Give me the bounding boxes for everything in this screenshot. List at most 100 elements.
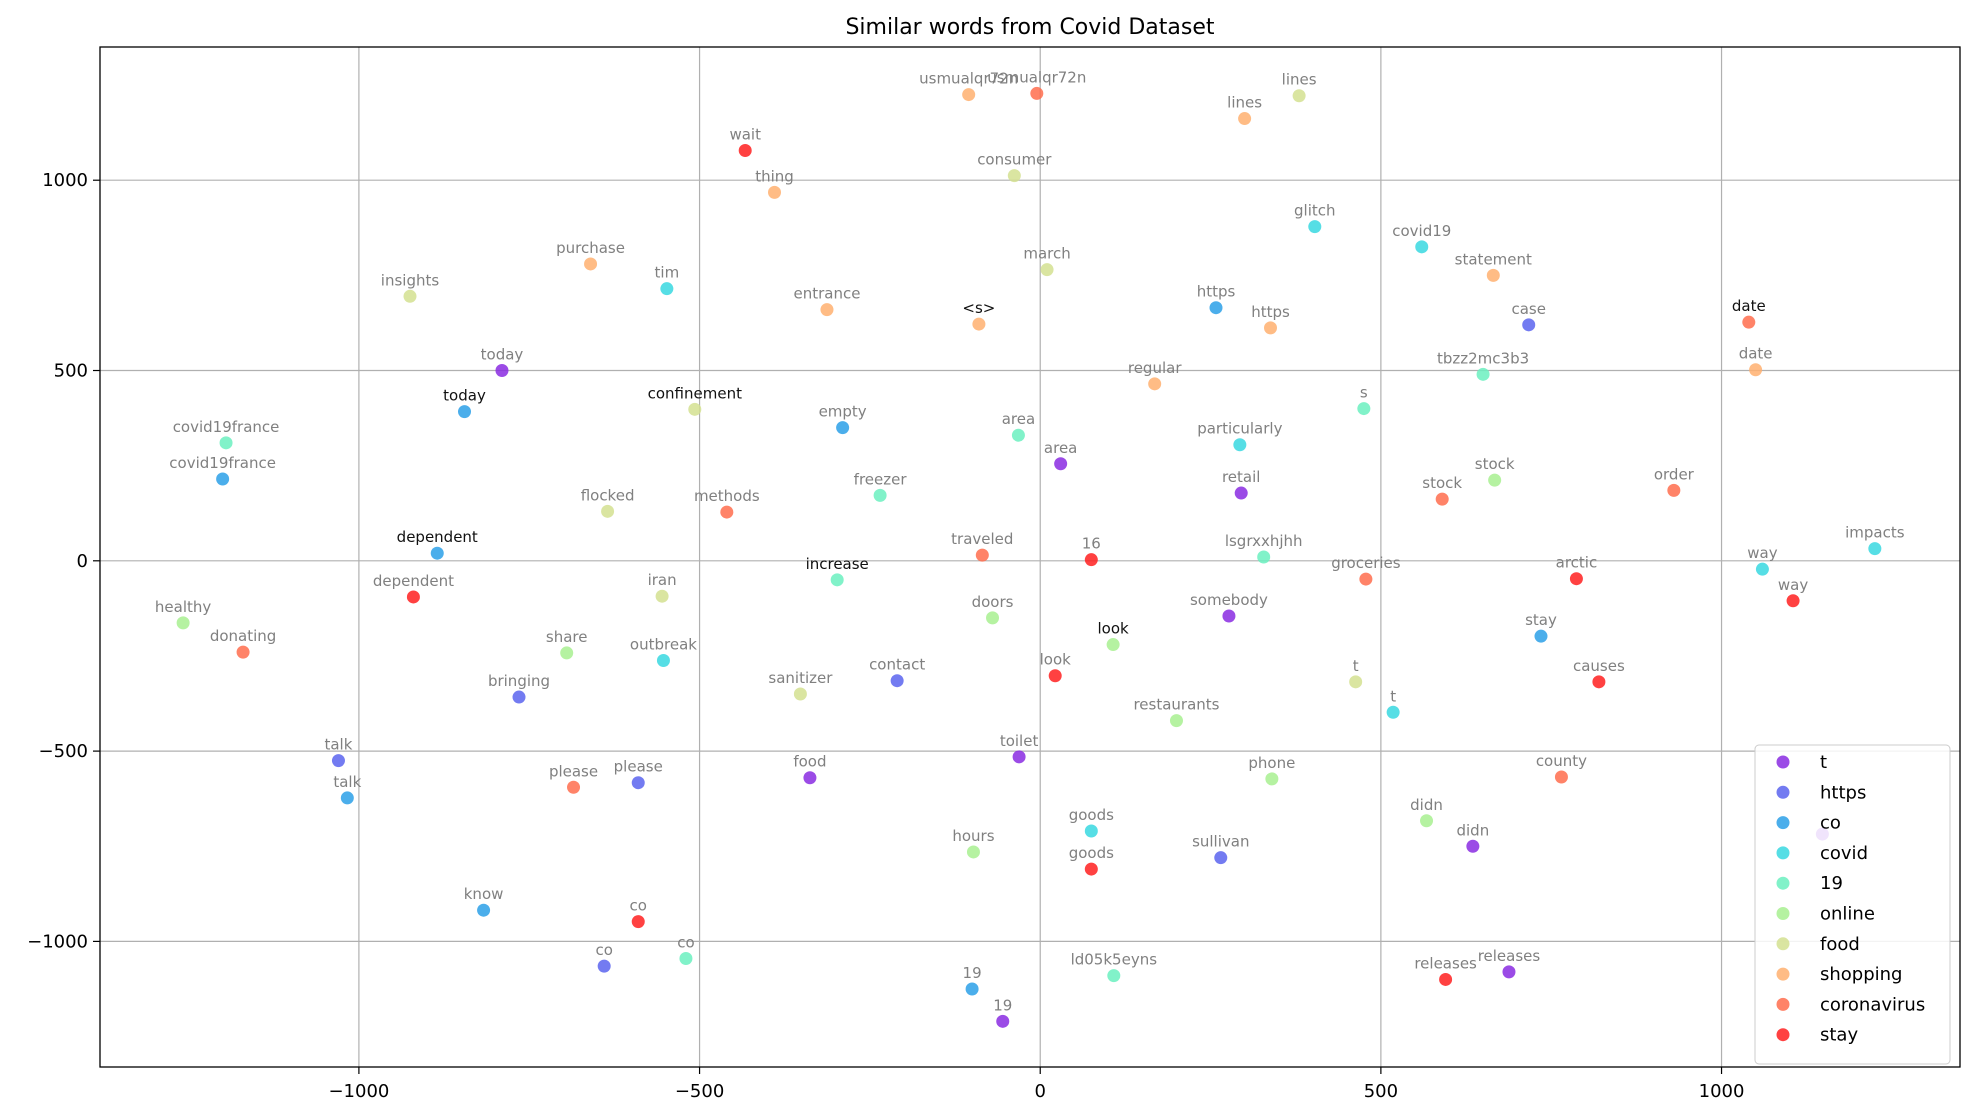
- point-label: empty: [819, 403, 867, 421]
- data-point: [458, 405, 472, 419]
- point-label: date: [1732, 297, 1766, 315]
- data-point: [1386, 705, 1400, 719]
- data-point: [986, 611, 1000, 625]
- point-label: dependent: [397, 528, 478, 546]
- point-label: purchase: [556, 239, 625, 257]
- point-label: consumer: [977, 151, 1052, 169]
- point-label: donating: [210, 627, 276, 645]
- point-label: stay: [1525, 611, 1557, 629]
- data-point: [219, 436, 233, 450]
- legend-marker: [1776, 967, 1790, 981]
- point-label: usmualqr72n: [987, 68, 1086, 86]
- data-point: [1084, 862, 1098, 876]
- data-point: [1292, 89, 1306, 103]
- data-point: [1868, 542, 1882, 556]
- data-point: [1534, 629, 1548, 643]
- axis-ticks: −1000 −500 0 500 1000 −1000 −500 0 500 1000: [27, 170, 1744, 1102]
- data-point: [660, 282, 674, 296]
- data-point: [216, 472, 230, 486]
- data-point: [1415, 240, 1429, 254]
- data-point: [430, 546, 444, 560]
- data-point: [1040, 263, 1054, 277]
- legend-marker: [1776, 907, 1790, 920]
- point-label: didn: [1456, 821, 1489, 839]
- data-point: [1349, 675, 1363, 689]
- legend-marker: [1776, 1028, 1790, 1042]
- point-label: dependent: [373, 572, 454, 590]
- legend-label: coronavirus: [1820, 994, 1925, 1015]
- data-point: [1084, 824, 1098, 838]
- data-point: [679, 952, 693, 966]
- point-label: groceries: [1331, 554, 1401, 572]
- point-label: confinement: [648, 384, 742, 402]
- data-point: [1107, 969, 1121, 983]
- data-point: [996, 1014, 1010, 1028]
- y-tick-label: 500: [54, 361, 88, 382]
- point-labels: today area retail somebody toilet food didn 19 r…: [155, 68, 1905, 1014]
- y-tick-label: 0: [77, 551, 88, 572]
- x-tick-label: 1000: [1699, 1081, 1745, 1102]
- data-point: [331, 754, 345, 768]
- data-point: [406, 590, 420, 604]
- data-point: [793, 687, 807, 701]
- point-label: toilet: [1000, 732, 1039, 750]
- point-label: lsgrxxhjhh: [1225, 532, 1303, 550]
- data-point: [1742, 315, 1756, 329]
- y-tick-label: 1000: [42, 170, 88, 191]
- data-point: [1786, 594, 1800, 608]
- point-label: releases: [1478, 947, 1541, 965]
- point-label: statement: [1455, 250, 1532, 268]
- point-label: t: [1390, 687, 1396, 705]
- plot-frame: [99, 46, 1961, 1068]
- data-point: [1148, 377, 1162, 391]
- data-point: [584, 257, 598, 271]
- data-point: [1420, 814, 1434, 828]
- point-label: hours: [952, 827, 994, 845]
- data-point: [512, 690, 526, 704]
- point-label: healthy: [155, 598, 211, 616]
- legend-marker: [1776, 846, 1790, 860]
- y-tick-label: −1000: [27, 931, 88, 952]
- point-label: increase: [806, 555, 869, 573]
- point-label: regular: [1128, 359, 1182, 377]
- data-point: [890, 674, 904, 688]
- data-point: [560, 646, 574, 660]
- point-label: co: [595, 941, 612, 959]
- point-label: arctic: [1556, 554, 1598, 572]
- legend-label: food: [1820, 934, 1860, 955]
- data-point: [768, 185, 782, 199]
- data-point: [1755, 562, 1769, 576]
- point-label: glitch: [1294, 202, 1336, 220]
- point-label: https: [1197, 283, 1236, 301]
- data-point: [1030, 86, 1044, 100]
- data-point: [1439, 972, 1453, 986]
- data-point: [720, 505, 734, 519]
- data-point: [1749, 363, 1763, 377]
- legend-label: 19: [1820, 873, 1843, 894]
- point-label: phone: [1248, 754, 1295, 772]
- point-label: today: [443, 387, 486, 405]
- x-tick-label: 0: [1034, 1081, 1045, 1102]
- data-point: [567, 780, 581, 794]
- data-point: [830, 573, 844, 587]
- data-point: [1476, 367, 1490, 381]
- point-label: iran: [648, 571, 677, 589]
- legend-marker: [1776, 785, 1790, 799]
- data-point: [1554, 770, 1568, 784]
- point-label: didn: [1410, 796, 1443, 814]
- point-label: lines: [1282, 71, 1317, 89]
- point-label: ld05k5eyns: [1071, 951, 1158, 969]
- data-point: [873, 488, 887, 502]
- data-point: [477, 903, 491, 917]
- legend-marker: [1776, 997, 1790, 1011]
- legend-label: t: [1820, 752, 1827, 773]
- point-label: date: [1739, 345, 1773, 363]
- legend-marker: [1776, 937, 1790, 951]
- legend: t https co covid 19 online food shopping coronav…: [1754, 744, 1951, 1065]
- legend-label: co: [1820, 813, 1841, 834]
- data-point: [1522, 318, 1536, 332]
- point-label: impacts: [1845, 524, 1905, 542]
- point-label: goods: [1069, 844, 1114, 862]
- data-point: [1048, 669, 1062, 683]
- data-point: [1592, 675, 1606, 689]
